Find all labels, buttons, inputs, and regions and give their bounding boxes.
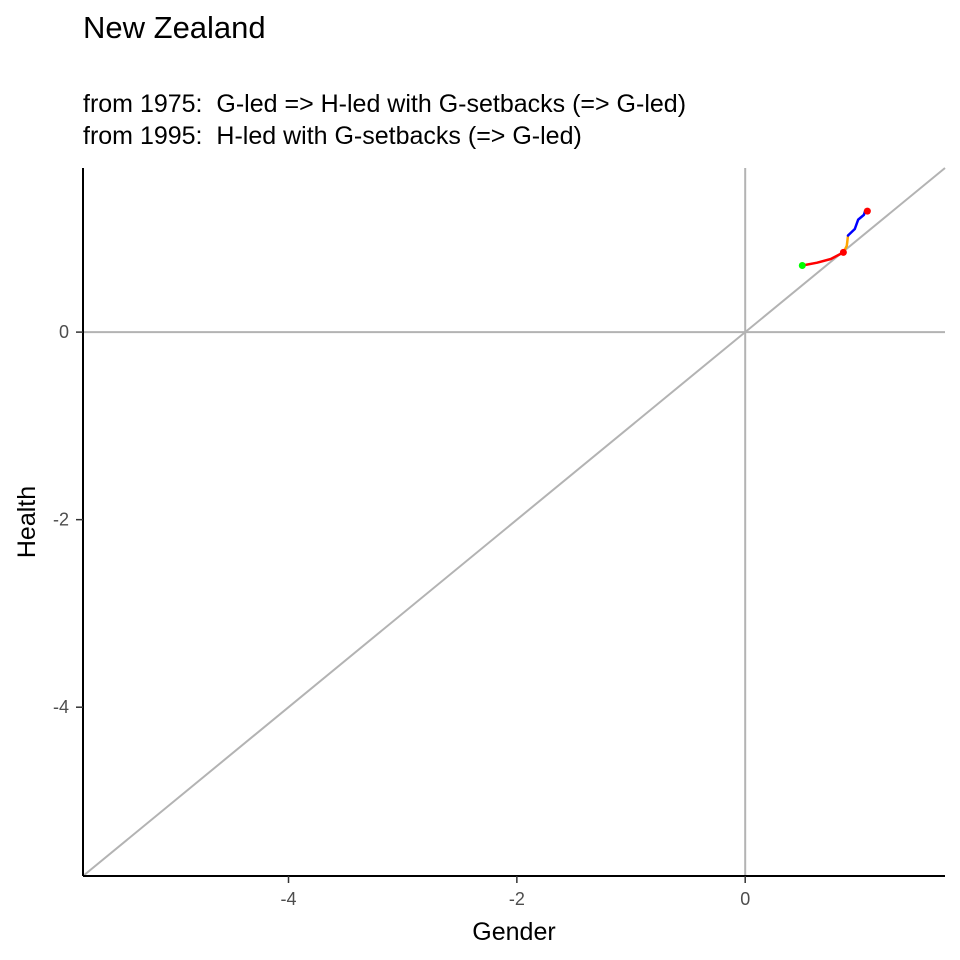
reference-diagonal xyxy=(82,167,946,877)
series-line-0 xyxy=(801,251,845,267)
markers-group xyxy=(798,207,871,270)
chart-subtitle-line-2: from 1995: H-led with G-setbacks (=> G-l… xyxy=(83,122,582,150)
chart-subtitle-line-1: from 1975: G-led => H-led with G-setback… xyxy=(83,90,687,118)
series-group xyxy=(801,209,867,267)
marker-point-2 xyxy=(863,207,871,215)
x-tick-label: -2 xyxy=(509,889,525,909)
series-line-2 xyxy=(846,209,867,237)
chart-title: New Zealand xyxy=(83,10,266,45)
y-tick-label: -4 xyxy=(53,697,69,717)
axes-group: -4 -2 0 -4 -2 0 xyxy=(53,168,945,909)
y-tick-label: -2 xyxy=(53,510,69,530)
y-tick-label: 0 xyxy=(59,322,69,342)
reference-lines xyxy=(82,167,946,877)
marker-point-0 xyxy=(798,262,806,270)
y-axis-title: Health xyxy=(13,486,41,558)
x-axis-title: Gender xyxy=(472,918,555,946)
x-tick-label: 0 xyxy=(740,889,750,909)
x-tick-label: -4 xyxy=(281,889,297,909)
marker-point-1 xyxy=(839,248,847,256)
